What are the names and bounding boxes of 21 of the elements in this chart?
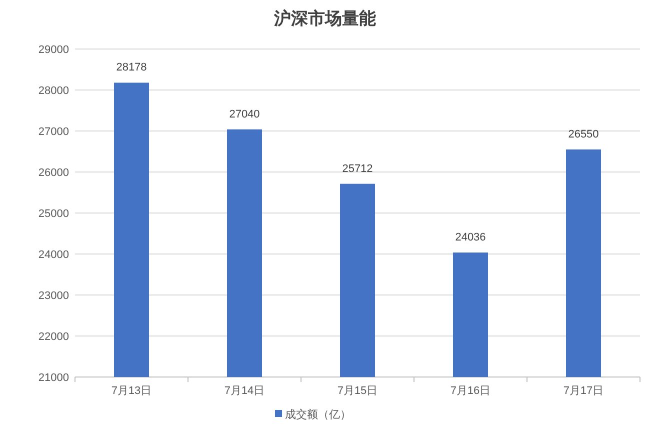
y-tick-label: 29000 <box>38 44 69 56</box>
chart-title: 沪深市场量能 <box>273 9 376 29</box>
y-tick-label: 28000 <box>38 85 69 97</box>
x-tick-label: 7月15日 <box>337 385 378 397</box>
data-label: 28178 <box>116 62 147 74</box>
y-tick-label: 23000 <box>38 290 69 302</box>
data-label: 26550 <box>568 128 599 140</box>
x-tick-label: 7月14日 <box>224 385 265 397</box>
data-label: 25712 <box>342 162 373 175</box>
y-tick-label: 22000 <box>38 331 69 343</box>
data-label: 24036 <box>455 232 486 244</box>
legend-label: 成交额（亿） <box>285 408 351 421</box>
y-tick-label: 27000 <box>38 126 69 138</box>
y-tick-label: 24000 <box>38 249 69 261</box>
y-tick-label: 26000 <box>38 167 69 179</box>
y-tick-label: 21000 <box>38 372 69 384</box>
y-tick-label: 25000 <box>38 208 69 220</box>
data-label: 27040 <box>229 108 260 120</box>
x-tick-label: 7月17日 <box>563 385 604 397</box>
x-tick-label: 7月16日 <box>450 385 491 397</box>
x-tick-label: 7月13日 <box>111 385 152 397</box>
